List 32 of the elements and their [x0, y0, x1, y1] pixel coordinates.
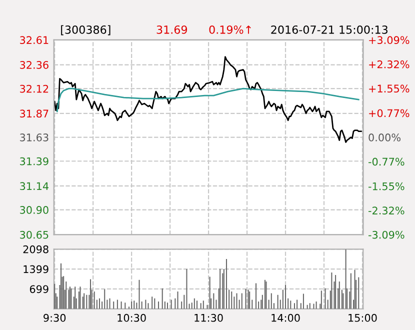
y2-tick-label: +2.32% [369, 60, 410, 68]
text: 0.19%↑ [209, 25, 251, 34]
y-tick-label: 31.39 [20, 157, 48, 166]
y-tick-label: 1399 [24, 265, 48, 274]
y2-tick-label: +3.09% [369, 36, 410, 44]
text: 31.69 [156, 25, 188, 34]
x-tick-label: 14:00 [272, 314, 300, 322]
y-tick-label: 2098 [23, 245, 48, 254]
x-tick-label: 9:30 [44, 314, 66, 322]
line-series [56, 88, 360, 112]
x-tick-label: 15:00 [348, 314, 377, 322]
y-tick-label: 31.87 [20, 110, 48, 118]
y-tick-label: 30.90 [20, 206, 48, 214]
text: 2016-07-21 15:00:13 [271, 25, 388, 34]
y2-tick-label: 0.00% [368, 134, 400, 142]
y-tick-label: 32.12 [20, 84, 48, 93]
y2-tick-label: -0.77% [368, 158, 404, 166]
y-tick-label: 31.14 [20, 182, 49, 190]
y-tick-label: 32.36 [20, 60, 48, 69]
x-tick-label: 11:30 [194, 314, 223, 322]
y2-tick-label: -1.55% [368, 182, 404, 190]
y2-tick-label: -2.32% [368, 206, 404, 214]
y2-tick-label: +0.77% [369, 109, 410, 118]
y-tick-label: 30.65 [20, 230, 48, 239]
x-tick-label: 10:30 [118, 314, 146, 322]
line-series [54, 56, 362, 143]
y2-tick-label: -3.09% [368, 230, 404, 239]
y2-tick-label: +1.55% [369, 84, 410, 93]
y-tick-label: 31.63 [20, 134, 48, 142]
y-tick-label: 32.61 [20, 36, 48, 44]
chart-title: [300386] [61, 25, 110, 36]
y-tick-label: 699 [30, 285, 48, 294]
